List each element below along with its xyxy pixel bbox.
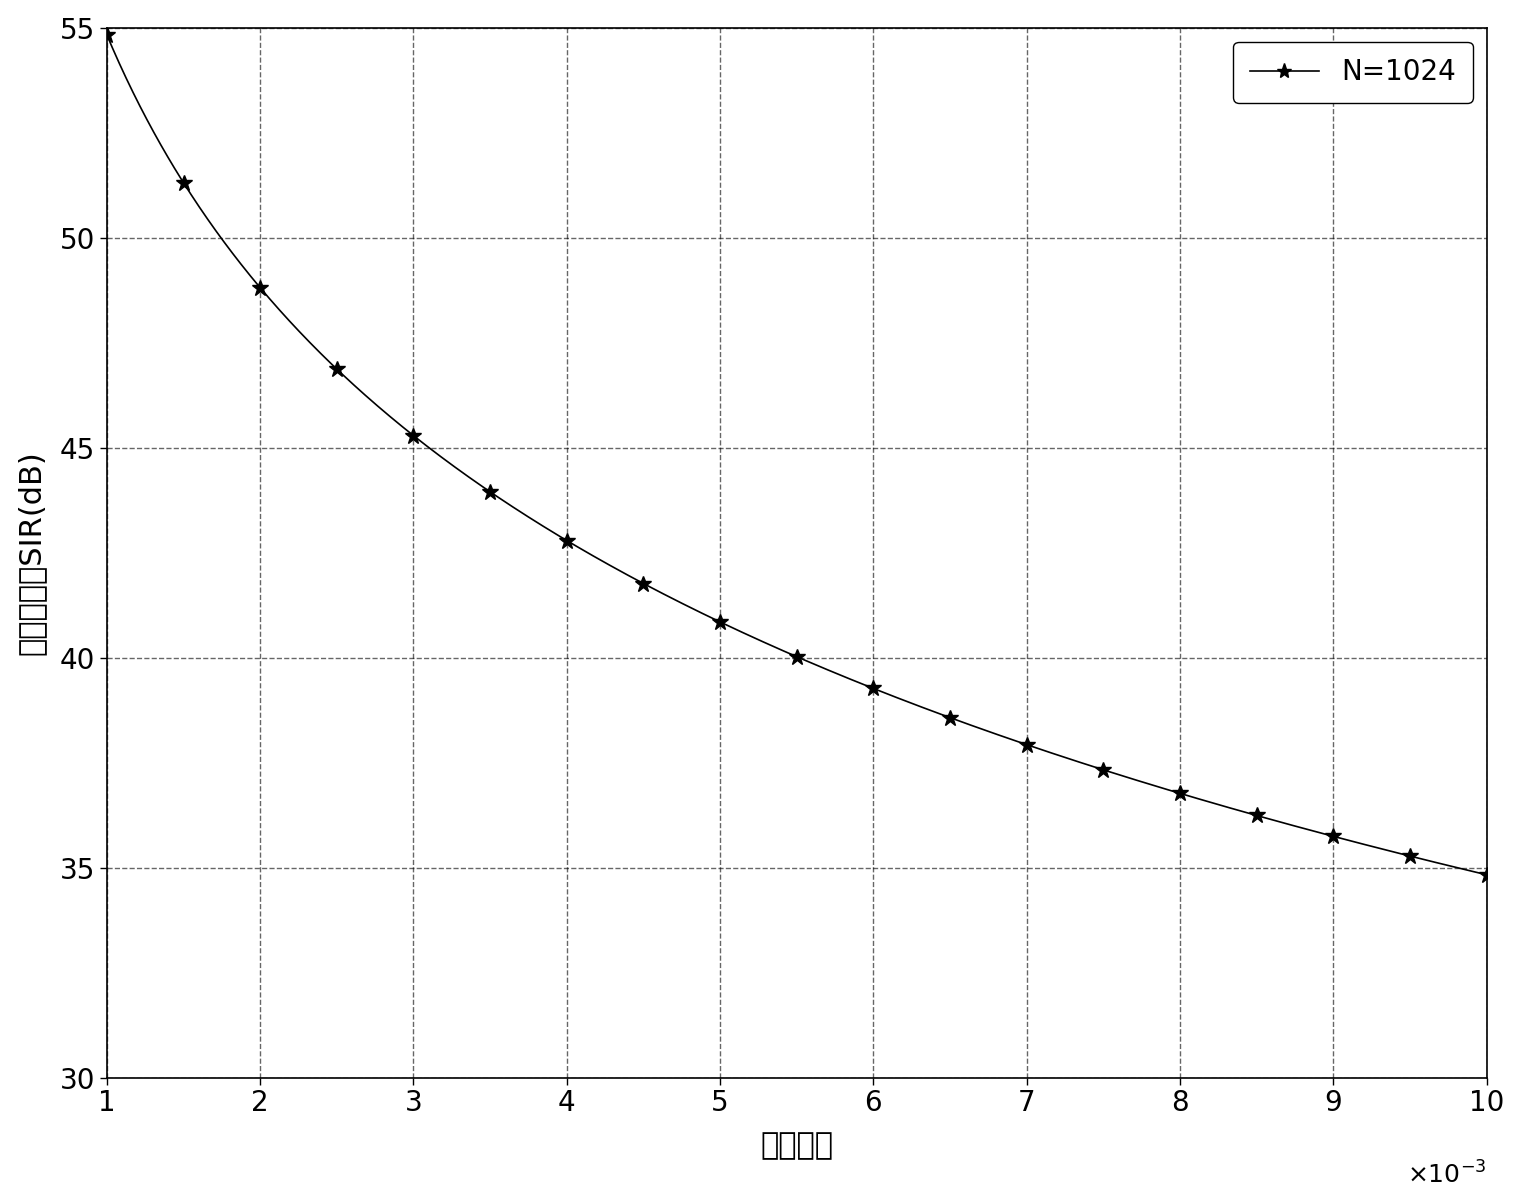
X-axis label: 相对频偏: 相对频偏 [760, 1132, 834, 1160]
Legend: N=1024: N=1024 [1234, 42, 1472, 103]
Text: $\times10^{-3}$: $\times10^{-3}$ [1407, 1162, 1486, 1189]
Y-axis label: 系统信干比SIR(dB): 系统信干比SIR(dB) [17, 451, 46, 655]
